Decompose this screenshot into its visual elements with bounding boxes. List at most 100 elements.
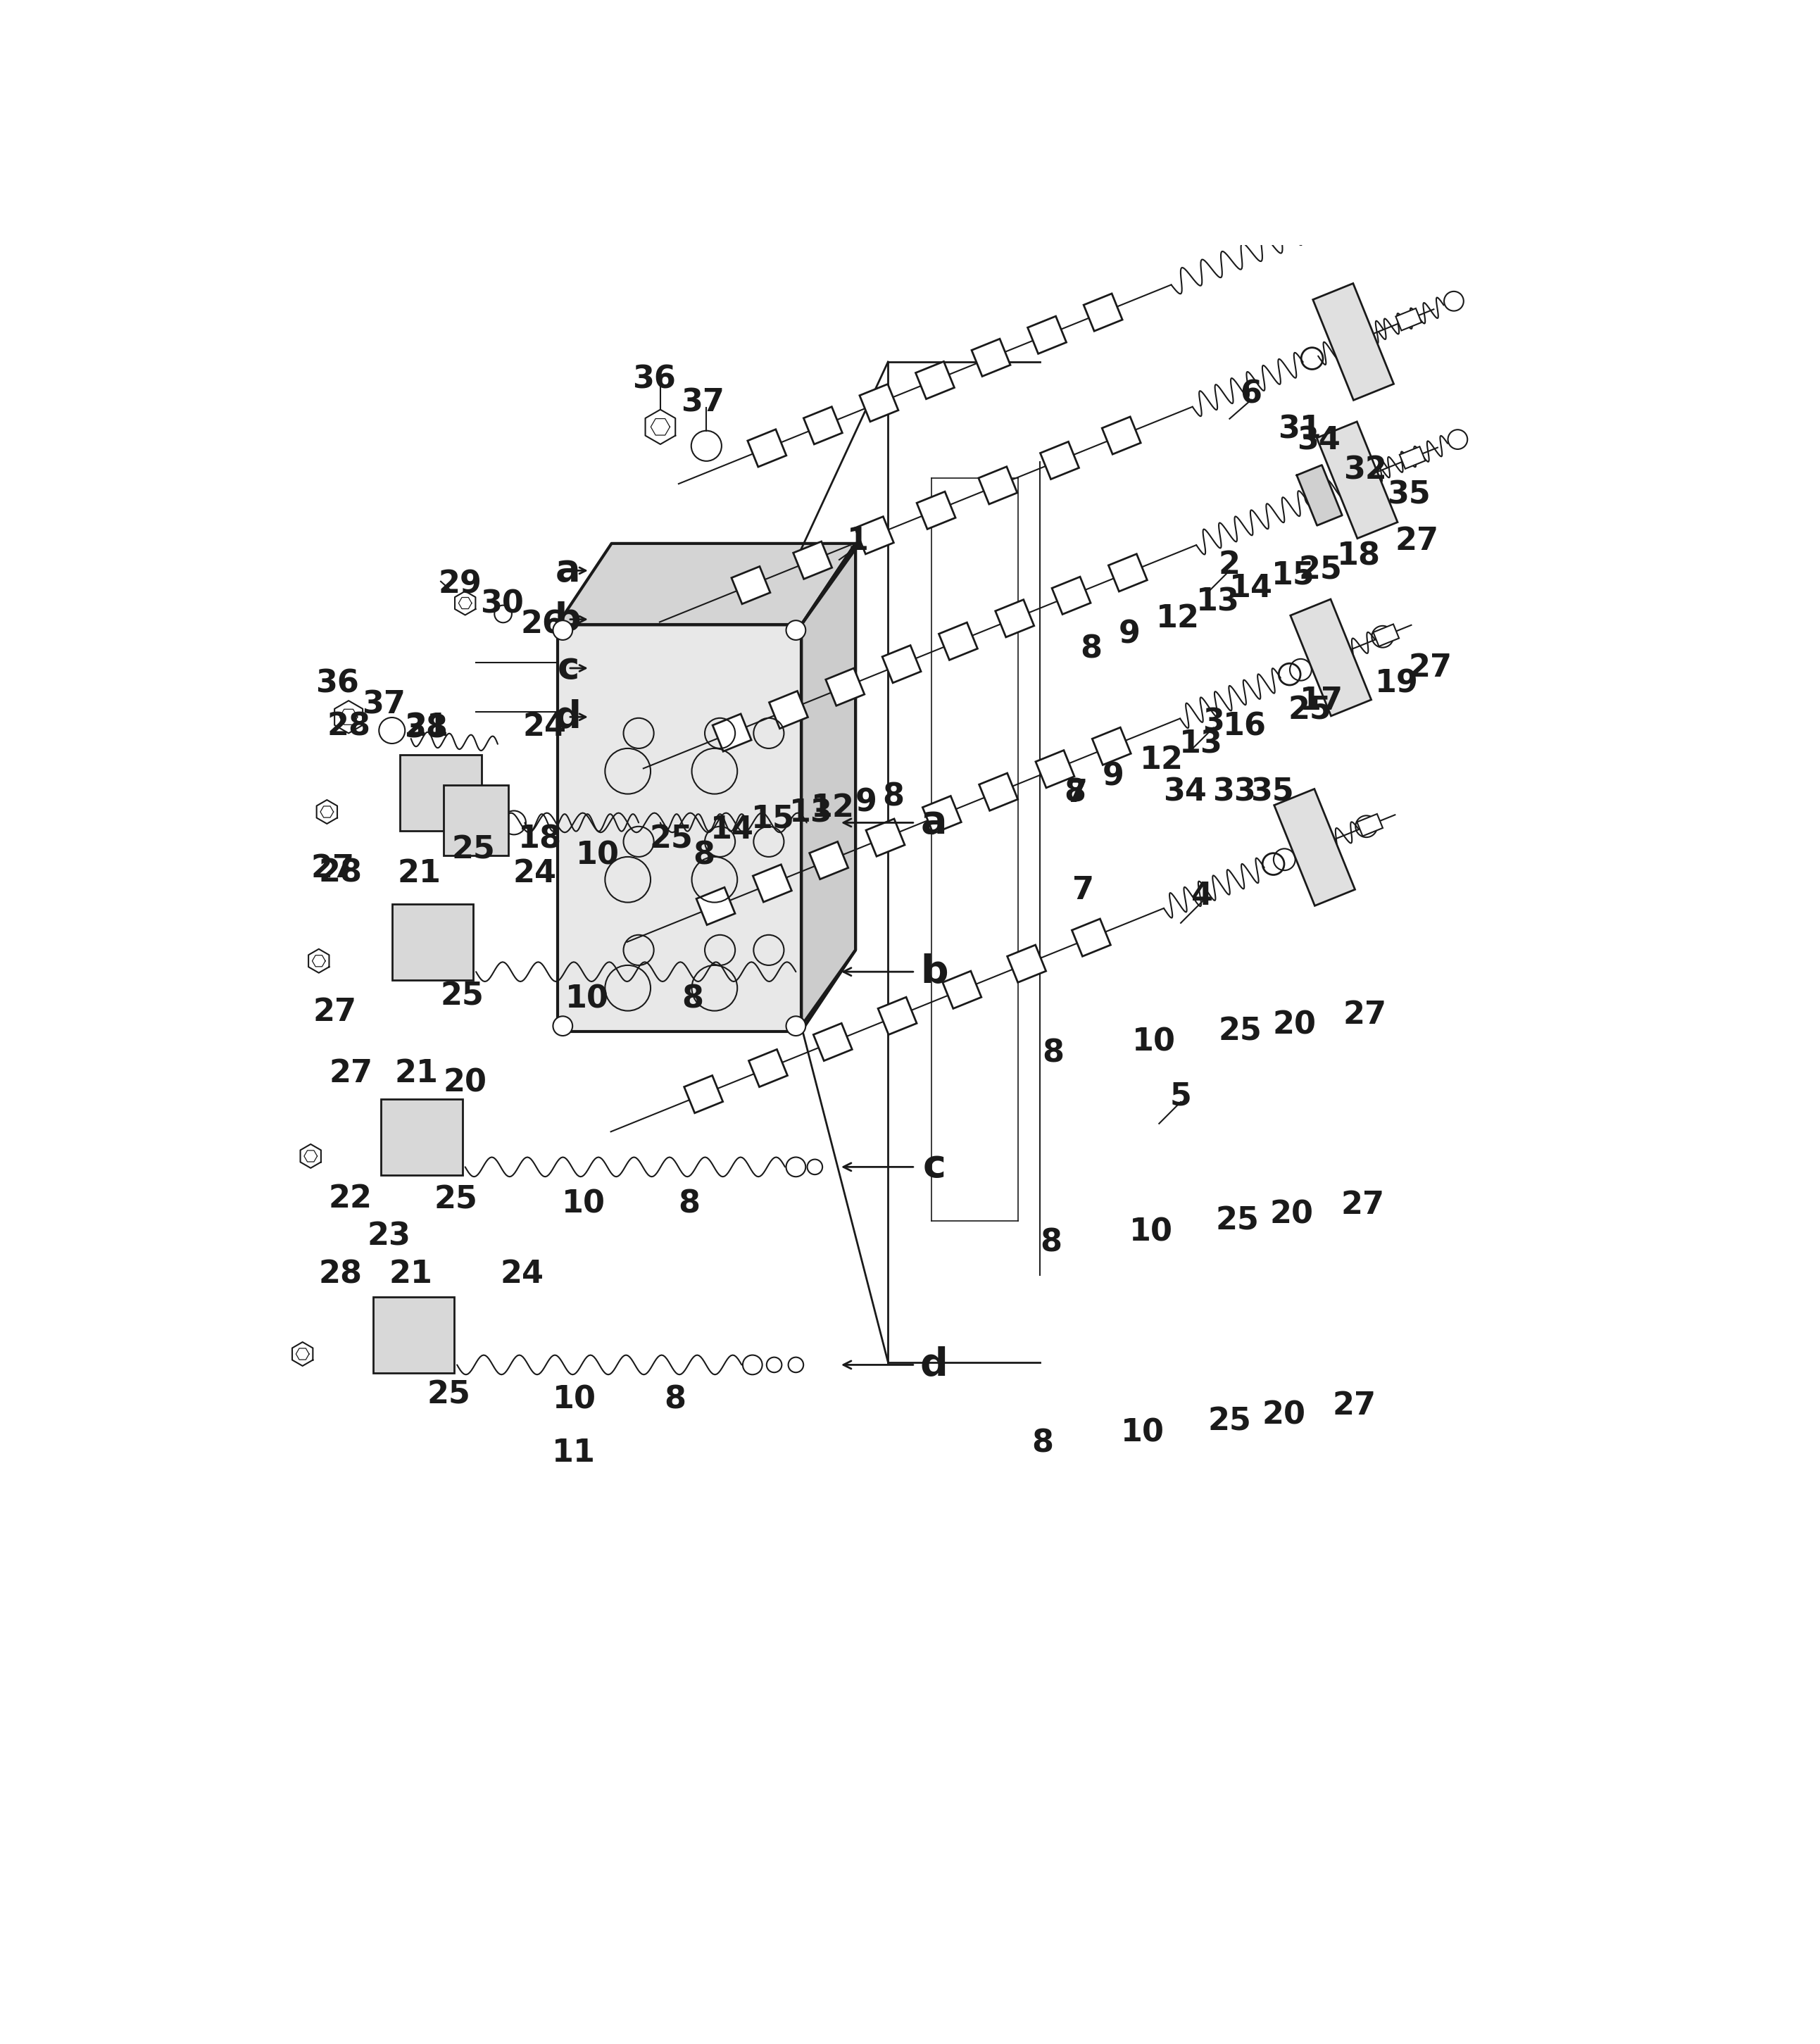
Text: 35: 35 [1250,777,1294,807]
Text: 24: 24 [501,1259,544,1290]
Text: 25: 25 [428,1380,471,1410]
Text: 27: 27 [329,1059,373,1089]
Text: 13: 13 [1196,587,1239,617]
Text: 9: 9 [1103,762,1125,791]
Text: 15: 15 [752,803,795,834]
Polygon shape [770,691,808,728]
Polygon shape [1028,317,1067,354]
Text: 8: 8 [1065,777,1087,807]
Polygon shape [855,517,894,554]
Polygon shape [1358,814,1383,836]
Text: 35: 35 [1387,480,1431,509]
Text: 33: 33 [1212,777,1256,807]
Polygon shape [1108,554,1147,591]
Polygon shape [1041,442,1079,478]
Text: 28: 28 [328,711,371,742]
Text: 12: 12 [1139,746,1183,775]
Text: 8: 8 [693,840,715,871]
Text: 32: 32 [1343,456,1387,484]
Text: 36: 36 [632,364,675,394]
Text: 10: 10 [1132,1028,1176,1057]
Text: 4: 4 [1192,881,1214,912]
Polygon shape [444,785,508,854]
Text: 21: 21 [389,1259,433,1290]
Polygon shape [1290,599,1370,715]
Text: 24: 24 [522,711,566,742]
Text: 18: 18 [519,824,562,854]
Polygon shape [1296,466,1341,525]
Polygon shape [917,493,955,529]
Text: 25: 25 [1289,695,1332,726]
Text: 10: 10 [562,1190,606,1218]
Polygon shape [801,550,855,1026]
Text: 16: 16 [1223,711,1267,742]
Polygon shape [1312,284,1394,401]
Circle shape [786,1016,806,1036]
Text: 25: 25 [1216,1206,1259,1237]
Text: 8: 8 [883,783,905,811]
Text: 12: 12 [812,793,855,824]
Polygon shape [801,544,855,1032]
Polygon shape [1103,417,1141,454]
Text: 19: 19 [1374,668,1418,699]
Text: 10: 10 [553,1386,597,1414]
Polygon shape [939,623,977,660]
Text: d: d [555,699,581,736]
Polygon shape [1343,198,1365,223]
Polygon shape [391,903,473,979]
Text: 20: 20 [1261,1400,1305,1431]
Polygon shape [1396,309,1421,331]
Polygon shape [697,887,735,924]
Text: c: c [923,1149,946,1186]
Text: 5: 5 [1170,1081,1192,1112]
Text: 8: 8 [679,1190,701,1218]
Polygon shape [972,339,1010,376]
Text: 28: 28 [318,1259,362,1290]
Text: a: a [555,552,581,589]
Circle shape [786,621,806,640]
Text: b: b [555,601,581,638]
Text: 36: 36 [315,668,359,699]
Text: 25: 25 [440,981,484,1012]
Text: 31: 31 [1278,415,1321,446]
Text: 27: 27 [1394,525,1438,556]
Polygon shape [859,384,899,421]
Text: 14: 14 [710,816,753,844]
Polygon shape [943,971,981,1008]
Text: 24: 24 [513,858,557,889]
Text: 23: 23 [368,1220,411,1251]
Polygon shape [877,997,917,1034]
Polygon shape [1072,920,1110,957]
Text: 27: 27 [313,997,357,1028]
Text: 25: 25 [650,824,693,854]
Text: 10: 10 [566,983,610,1014]
Text: 12: 12 [1156,603,1199,634]
Polygon shape [713,713,752,752]
Text: 25: 25 [1219,1016,1263,1047]
Text: 8: 8 [664,1386,686,1414]
Text: 37: 37 [362,691,406,719]
Text: 7: 7 [1072,875,1094,905]
Text: 8: 8 [1081,634,1103,664]
Polygon shape [373,1298,455,1374]
Text: a: a [921,803,946,842]
Text: 21: 21 [395,1059,439,1089]
Text: 27: 27 [1343,1000,1387,1030]
Text: 20: 20 [1272,1010,1316,1040]
Text: 2: 2 [1219,550,1241,580]
Polygon shape [1374,623,1400,646]
Polygon shape [1274,789,1354,905]
Text: 8: 8 [1032,1429,1054,1459]
Polygon shape [826,668,864,705]
Polygon shape [380,1100,462,1175]
Polygon shape [400,754,482,830]
Polygon shape [557,625,801,1032]
Text: 1: 1 [848,525,870,556]
Text: 25: 25 [1208,1406,1252,1437]
Polygon shape [557,544,855,625]
Text: 22: 22 [328,1183,371,1214]
Text: 34: 34 [1298,425,1341,456]
Text: 10: 10 [577,840,621,871]
Text: 13: 13 [1179,730,1223,758]
Text: 30: 30 [480,589,524,619]
